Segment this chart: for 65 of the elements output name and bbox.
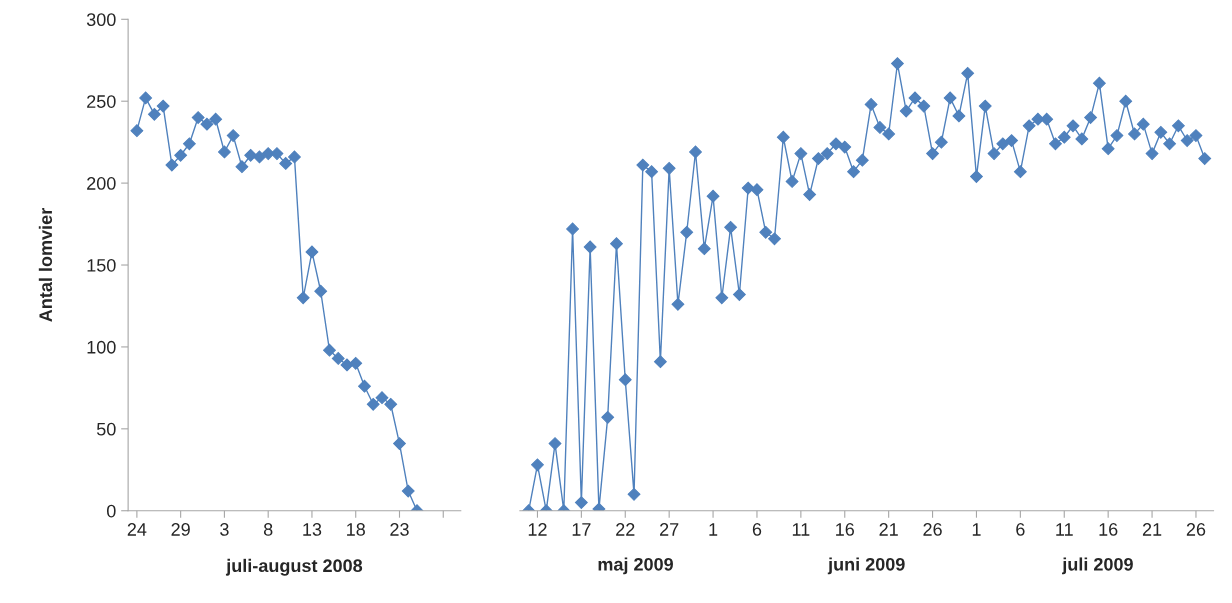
x-tick-label: 3	[220, 523, 229, 536]
x-tick-label: 29	[171, 523, 190, 536]
point	[200, 117, 214, 131]
x-tick-label: 11	[1056, 523, 1073, 536]
x-tick-label: 26	[923, 523, 942, 536]
x-axis-title: juli-august 2008	[225, 558, 363, 576]
x-tick-label: 17	[572, 523, 591, 536]
x-tick-label: 16	[836, 523, 855, 536]
point	[288, 150, 301, 164]
point	[182, 137, 196, 151]
x-tick-label: 6	[1016, 523, 1025, 536]
point	[165, 158, 179, 172]
point	[218, 145, 231, 159]
point	[174, 148, 188, 162]
point	[366, 397, 380, 411]
y-tick-label: 250	[87, 95, 116, 108]
point	[147, 107, 161, 121]
point	[191, 111, 205, 124]
point	[314, 284, 328, 298]
x-tick-label: 21	[879, 523, 898, 536]
point	[244, 148, 258, 162]
point	[305, 245, 319, 259]
x-tick-label: 13	[303, 523, 322, 536]
point	[209, 112, 223, 126]
point	[384, 397, 398, 411]
point	[156, 99, 170, 113]
x-tick-label: 1	[972, 523, 981, 536]
point	[226, 129, 240, 143]
text: juni 2009	[827, 557, 905, 575]
x-tick-label: 26	[1186, 523, 1206, 536]
point	[279, 157, 293, 170]
x-tick-label: 22	[616, 523, 635, 536]
point	[253, 150, 266, 164]
x-tick-label: 1	[709, 523, 718, 536]
point	[401, 484, 415, 498]
y-tick-label: 200	[87, 177, 116, 190]
point	[139, 91, 153, 105]
y-tick-label: 150	[87, 258, 116, 272]
point	[375, 391, 389, 405]
y-tick-label: 100	[87, 340, 116, 354]
x-tick-label: 24	[127, 523, 147, 536]
x-tick-label: 8	[263, 523, 273, 536]
x-tick-label: 16	[1099, 523, 1118, 536]
point	[349, 356, 363, 370]
y-tick-label: 50	[96, 422, 116, 436]
point	[393, 437, 406, 450]
point	[331, 351, 345, 365]
point	[358, 379, 371, 393]
point	[323, 343, 336, 357]
point	[296, 291, 310, 305]
x-tick-label: 23	[390, 523, 409, 536]
text: juli 2009	[1062, 557, 1133, 575]
x-tick-label: 6	[752, 523, 762, 536]
x-tick-label: 12	[528, 523, 547, 536]
x-tick-label: 21	[1142, 523, 1162, 536]
point	[270, 147, 284, 161]
point	[235, 160, 249, 174]
y-tick-label: 0	[106, 504, 116, 518]
x-tick-label: 27	[660, 523, 679, 536]
y-tick-label: 300	[86, 13, 116, 27]
x-tick-label: 11	[792, 523, 810, 536]
point	[130, 124, 144, 138]
x-tick-label: 18	[347, 523, 365, 536]
y-axis-title: Antal lomvier	[38, 208, 53, 322]
text: maj 2009	[598, 557, 673, 575]
